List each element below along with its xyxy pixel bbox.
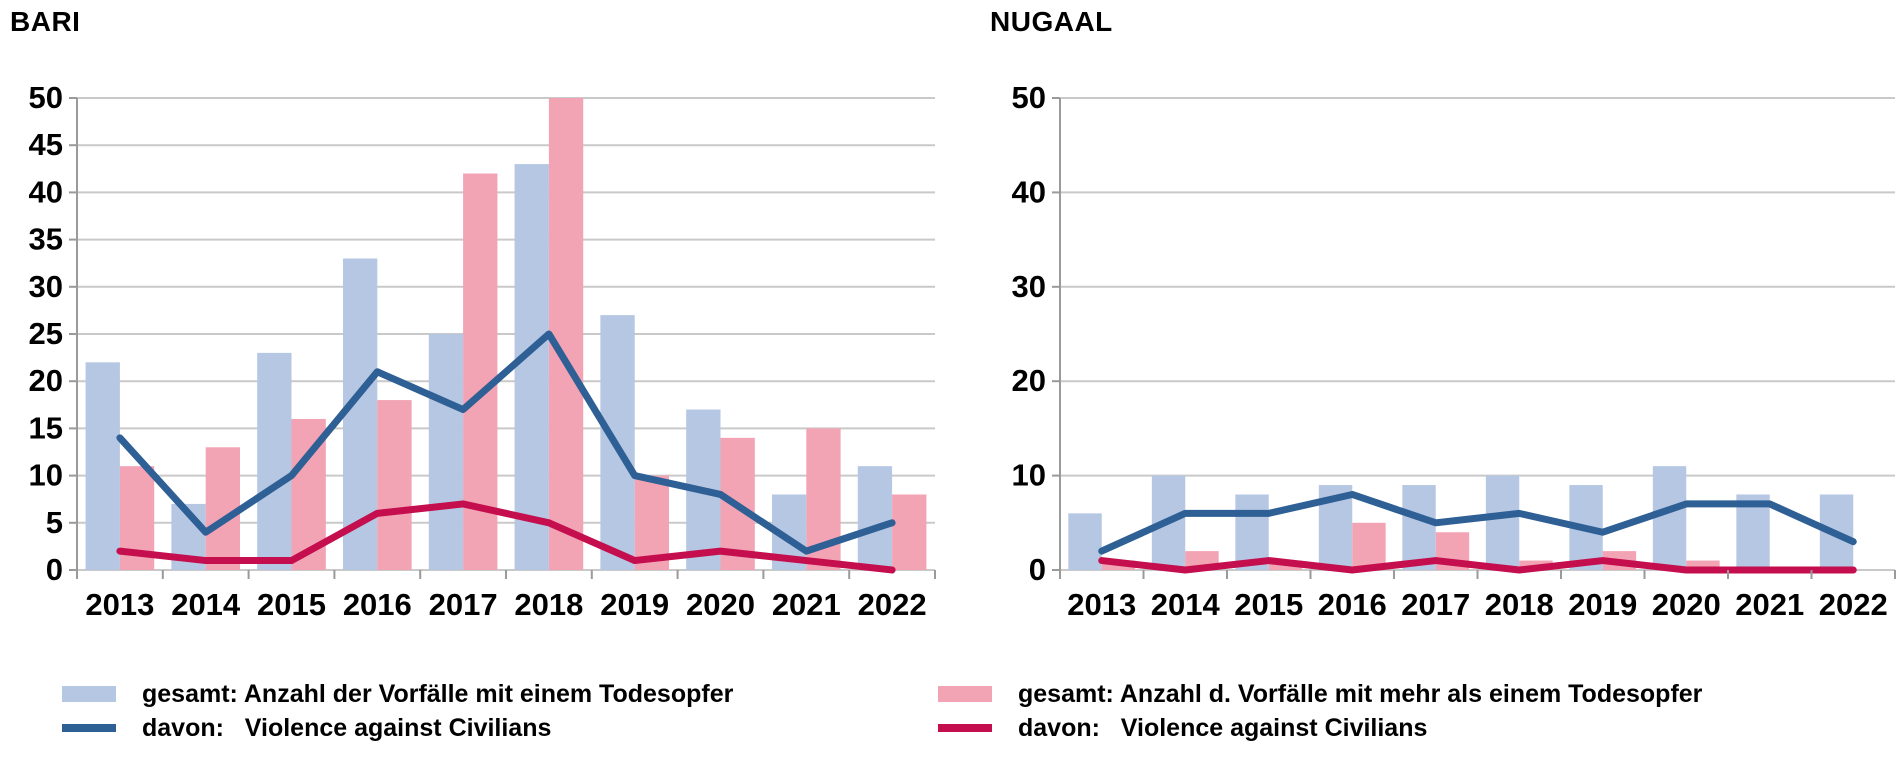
- svg-text:20: 20: [1012, 363, 1046, 398]
- svg-text:45: 45: [29, 127, 63, 162]
- svg-text:40: 40: [1012, 174, 1046, 209]
- svg-text:2016: 2016: [1318, 587, 1387, 622]
- svg-text:30: 30: [1012, 269, 1046, 304]
- legend-swatch-bar-single: [62, 686, 116, 702]
- chart-panel-bari: BARI 0 5 10 15 20 25 30 35 40 45 50 2013 2014 2015 201…: [0, 0, 953, 660]
- svg-text:2020: 2020: [1652, 587, 1721, 622]
- legend-swatch-bar-multi: [938, 686, 992, 702]
- svg-text:40: 40: [29, 174, 63, 209]
- legend-swatch-line-single: [62, 724, 116, 732]
- svg-text:2018: 2018: [514, 587, 583, 622]
- svg-text:20: 20: [29, 363, 63, 398]
- svg-text:2014: 2014: [171, 587, 241, 622]
- legend-label: gesamt: Anzahl d. Vorfälle mit mehr als …: [1018, 680, 1703, 708]
- legend-label: davon: Violence against Civilians: [142, 714, 552, 742]
- legend-bar-single-fatality: gesamt: Anzahl der Vorfälle mit einem To…: [62, 678, 733, 710]
- svg-text:2014: 2014: [1151, 587, 1221, 622]
- svg-text:2017: 2017: [1401, 587, 1470, 622]
- legend-bar-multi-fatality: gesamt: Anzahl d. Vorfälle mit mehr als …: [938, 678, 1702, 710]
- svg-text:2022: 2022: [858, 587, 927, 622]
- svg-text:2021: 2021: [1735, 587, 1804, 622]
- svg-text:2013: 2013: [85, 587, 154, 622]
- svg-text:2021: 2021: [772, 587, 841, 622]
- legend-line-multi-vac: davon: Violence against Civilians: [938, 712, 1427, 744]
- chart-title-bari: BARI: [10, 6, 81, 37]
- svg-text:2016: 2016: [343, 587, 412, 622]
- svg-text:2019: 2019: [1568, 587, 1637, 622]
- svg-text:0: 0: [1029, 552, 1046, 587]
- svg-text:10: 10: [1012, 458, 1046, 493]
- svg-text:2017: 2017: [429, 587, 498, 622]
- svg-text:2015: 2015: [1234, 587, 1303, 622]
- chart-title-nugaal: NUGAAL: [990, 6, 1113, 37]
- svg-text:0: 0: [46, 552, 63, 587]
- svg-text:15: 15: [29, 410, 63, 445]
- svg-text:2022: 2022: [1819, 587, 1888, 622]
- nugaal-chart: 0 10 20 30 40 50 2013 2014 2015 2016 2017 2018 2019 2…: [1012, 80, 1896, 622]
- svg-text:25: 25: [29, 316, 63, 351]
- svg-text:30: 30: [29, 269, 63, 304]
- bari-chart: 0 5 10 15 20 25 30 35 40 45 50 2013 2014 2015 2016 2017…: [29, 80, 936, 622]
- svg-text:5: 5: [46, 505, 63, 540]
- legend-label: gesamt: Anzahl der Vorfälle mit einem To…: [142, 680, 734, 708]
- svg-text:50: 50: [1012, 80, 1046, 115]
- svg-text:2019: 2019: [600, 587, 669, 622]
- legend-label: davon: Violence against Civilians: [1018, 714, 1428, 742]
- svg-text:2013: 2013: [1067, 587, 1136, 622]
- svg-text:50: 50: [29, 80, 63, 115]
- svg-text:2018: 2018: [1485, 587, 1554, 622]
- svg-text:35: 35: [29, 222, 63, 257]
- svg-text:2020: 2020: [686, 587, 755, 622]
- svg-text:2015: 2015: [257, 587, 326, 622]
- legend-line-single-vac: davon: Violence against Civilians: [62, 712, 551, 744]
- legend-swatch-line-multi: [938, 724, 992, 732]
- chart-panel-nugaal: NUGAAL 0 10 20 30 40 50 2013 2014 2015 2016 2017 20…: [953, 0, 1903, 660]
- svg-text:10: 10: [29, 458, 63, 493]
